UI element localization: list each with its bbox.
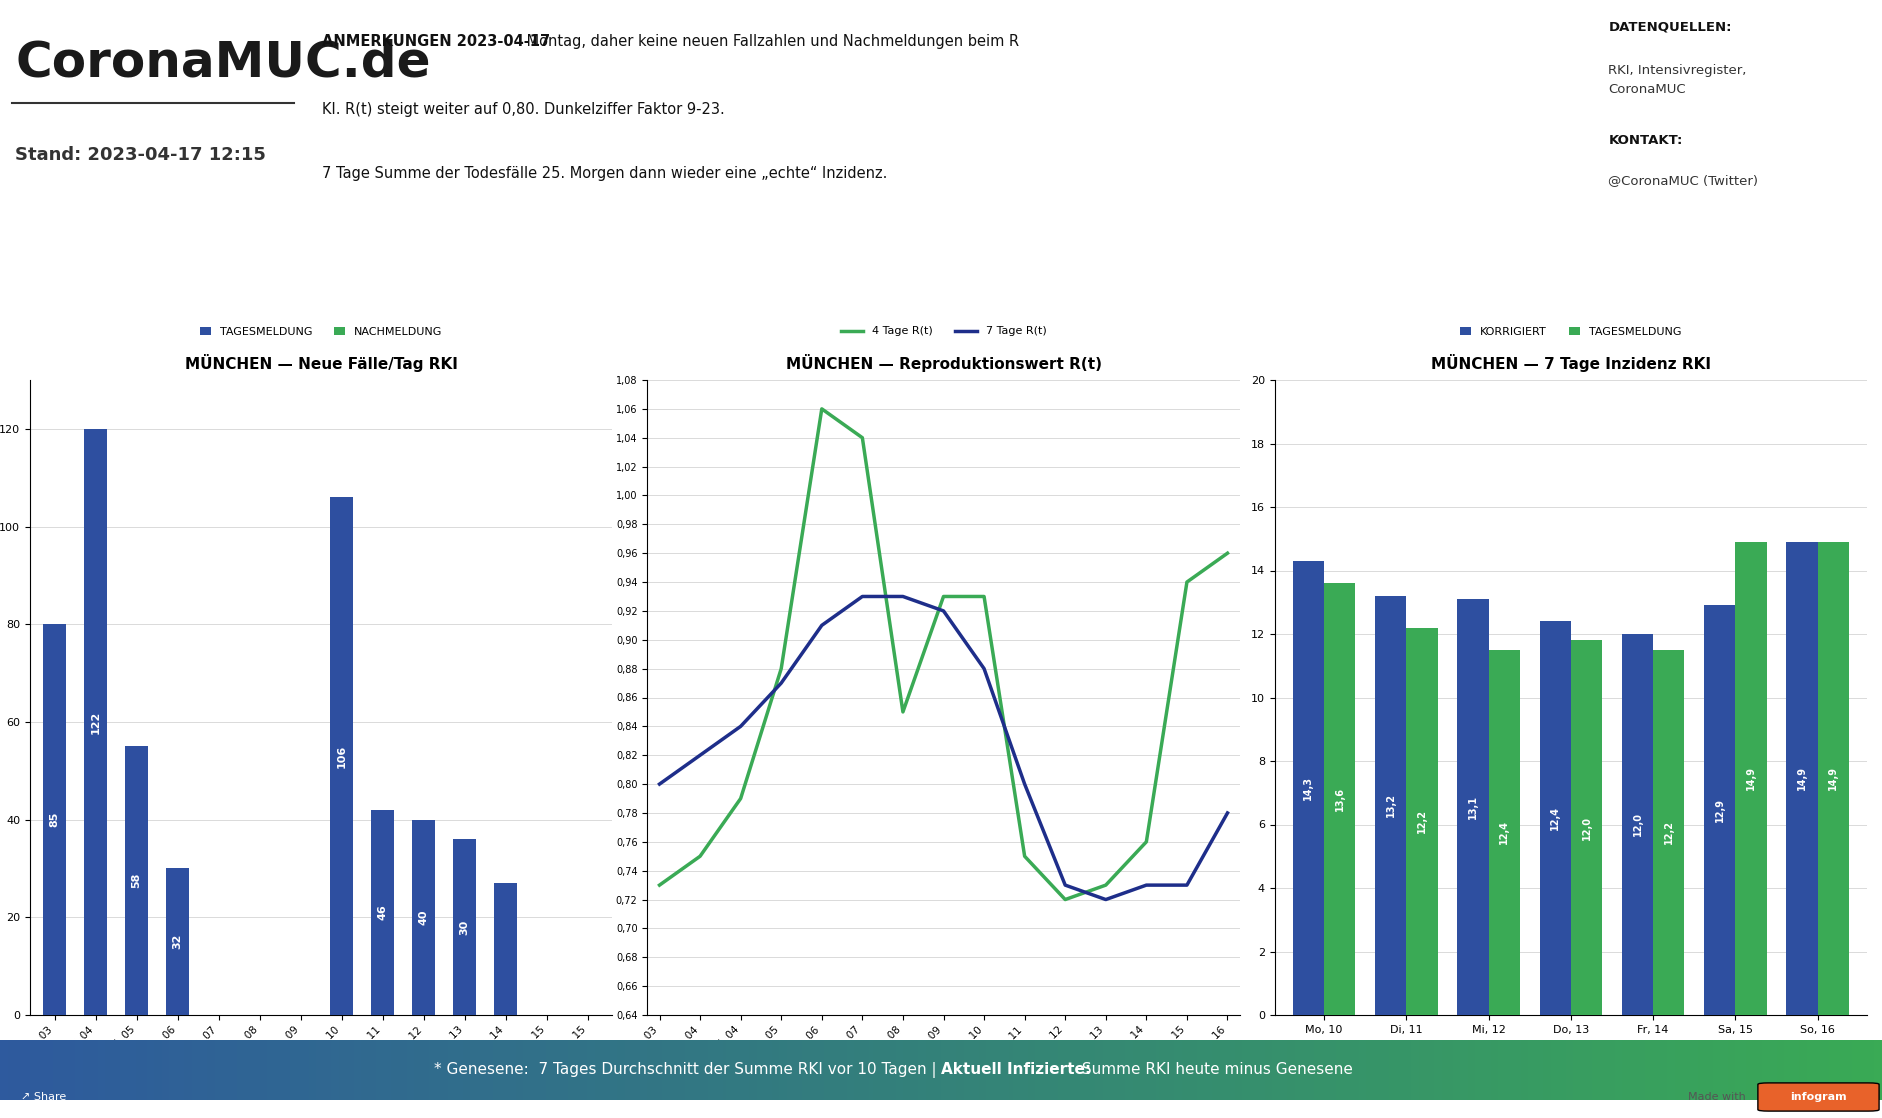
Text: 14,9: 14,9 (1677, 252, 1773, 290)
Text: DUNKELZIFFER FAKTOR: DUNKELZIFFER FAKTOR (1029, 220, 1167, 230)
Text: Täglich: Täglich (1393, 339, 1430, 349)
Text: +/-0: +/-0 (802, 255, 879, 287)
Text: 14,9: 14,9 (1797, 767, 1807, 790)
Text: BESTÄTIGTE FÄLLE: BESTÄTIGTE FÄLLE (104, 220, 211, 230)
Text: * Genesene:  7 Tages Durchschnitt der Summe RKI vor 10 Tagen |: * Genesene: 7 Tages Durchschnitt der Sum… (433, 1062, 941, 1078)
Text: CoronaMUC.de: CoronaMUC.de (15, 39, 431, 87)
Text: 0,80 ▲: 0,80 ▲ (1342, 252, 1481, 290)
Text: 9–23: 9–23 (1048, 252, 1148, 290)
Text: 7 Tage Summe der Todesfälle 25. Morgen dann wieder eine „echte“ Inzidenz.: 7 Tage Summe der Todesfälle 25. Morgen d… (322, 165, 888, 181)
Text: 46: 46 (378, 904, 388, 920)
Text: 122: 122 (90, 710, 100, 733)
Text: 12,9: 12,9 (1715, 798, 1724, 822)
Bar (454, 840, 476, 1015)
Legend: KORRIGIERT, TAGESMELDUNG: KORRIGIERT, TAGESMELDUNG (1455, 322, 1686, 341)
Text: Di–Sa, nicht nach: Di–Sa, nicht nach (1681, 320, 1771, 329)
Text: ANMERKUNGEN 2023-04-17: ANMERKUNGEN 2023-04-17 (322, 34, 551, 49)
Bar (166, 869, 188, 1015)
Text: 12,4: 12,4 (1551, 806, 1560, 831)
Text: DATENQUELLEN:: DATENQUELLEN: (1609, 20, 1731, 34)
Bar (43, 624, 66, 1015)
Bar (1457, 599, 1489, 1015)
Text: INTENSIVBETTENBELEGUNG: INTENSIVBETTENBELEGUNG (702, 220, 866, 230)
Text: 30: 30 (459, 919, 470, 935)
Text: 14,9: 14,9 (1827, 767, 1839, 790)
Text: Summe RKI heute minus Genesene: Summe RKI heute minus Genesene (1077, 1062, 1353, 1078)
FancyBboxPatch shape (1758, 1083, 1878, 1111)
Text: 12,2: 12,2 (1417, 809, 1427, 833)
Text: k.A.: k.A. (427, 252, 514, 290)
Bar (495, 883, 518, 1015)
Text: k.A.: k.A. (113, 252, 199, 290)
Bar (1703, 606, 1735, 1015)
Text: Montag, daher keine neuen Fallzahlen und Nachmeldungen beim R: Montag, daher keine neuen Fallzahlen und… (523, 34, 1020, 49)
Bar (1406, 627, 1438, 1015)
Text: infogram: infogram (1790, 1092, 1846, 1102)
Text: 40: 40 (418, 910, 429, 925)
Legend: 4 Tage R(t), 7 Tage R(t): 4 Tage R(t), 7 Tage R(t) (836, 322, 1050, 341)
Title: MÜNCHEN — 7 Tage Inzidenz RKI: MÜNCHEN — 7 Tage Inzidenz RKI (1430, 354, 1711, 372)
Text: Stand: 2023-04-17 12:15: Stand: 2023-04-17 12:15 (15, 145, 265, 164)
Text: TODESFÄLLE: TODESFÄLLE (433, 220, 508, 230)
Bar (1539, 622, 1571, 1015)
Text: RKI, Intensivregister,
CoronaMUC: RKI, Intensivregister, CoronaMUC (1609, 64, 1746, 96)
Text: Gesamt: 720.586: Gesamt: 720.586 (111, 320, 201, 329)
Text: Aktuell Infizierte:: Aktuell Infizierte: (941, 1062, 1092, 1078)
Bar (1622, 634, 1652, 1015)
Bar (126, 747, 149, 1015)
Bar (1489, 650, 1521, 1015)
Bar (1652, 650, 1684, 1015)
Title: MÜNCHEN — Reproduktionswert R(t): MÜNCHEN — Reproduktionswert R(t) (785, 354, 1101, 372)
Text: 14,9: 14,9 (1746, 767, 1756, 790)
Text: 32: 32 (173, 934, 183, 949)
Text: 14,3: 14,3 (1304, 776, 1314, 800)
Title: MÜNCHEN — Neue Fälle/Tag RKI: MÜNCHEN — Neue Fälle/Tag RKI (184, 354, 457, 372)
Text: 106: 106 (337, 745, 346, 768)
Bar (1735, 542, 1767, 1015)
Text: 12,0: 12,0 (1581, 816, 1592, 840)
Bar (1325, 584, 1355, 1015)
Text: Di–Sa.: Di–Sa. (454, 339, 487, 349)
Text: Täglich: Täglich (766, 342, 802, 351)
Text: ↗ Share: ↗ Share (21, 1092, 66, 1102)
Text: Täglich: Täglich (1080, 339, 1116, 349)
Text: MÜNCHEN: MÜNCHEN (700, 322, 755, 332)
Bar (85, 429, 107, 1015)
Text: Made with: Made with (1688, 1092, 1746, 1102)
Text: KI. R(t) steigt weiter auf 0,80. Dunkelziffer Faktor 9-23.: KI. R(t) steigt weiter auf 0,80. Dunkelz… (322, 102, 725, 117)
Bar (331, 498, 354, 1015)
Text: 12,4: 12,4 (1500, 821, 1509, 844)
Text: REPRODUKTIONSWERT: REPRODUKTIONSWERT (1344, 220, 1479, 230)
Text: Quelle: CoronaMUC: Quelle: CoronaMUC (1361, 320, 1462, 329)
Legend: TAGESMELDUNG, NACHMELDUNG: TAGESMELDUNG, NACHMELDUNG (196, 322, 448, 341)
Text: Gesamt: 2.603: Gesamt: 2.603 (431, 320, 510, 329)
Text: VERÄNDERUNG: VERÄNDERUNG (800, 322, 881, 332)
Text: 13,1: 13,1 (1468, 795, 1477, 819)
Text: 16: 16 (700, 252, 755, 290)
Bar (1786, 542, 1818, 1015)
Bar (1571, 641, 1602, 1015)
Text: 58: 58 (132, 873, 141, 889)
Text: 85: 85 (49, 812, 60, 827)
Text: 12,2: 12,2 (1664, 821, 1673, 844)
Bar (1818, 542, 1848, 1015)
Bar (412, 819, 435, 1015)
Text: Di–Sa.: Di–Sa. (141, 339, 173, 349)
Text: 12,0: 12,0 (1632, 813, 1643, 836)
Text: 13,6: 13,6 (1334, 787, 1344, 811)
Bar (1376, 596, 1406, 1015)
Text: KONTAKT:: KONTAKT: (1609, 134, 1683, 146)
Bar (371, 809, 393, 1015)
Text: @CoronaMUC (Twitter): @CoronaMUC (Twitter) (1609, 174, 1758, 187)
Bar (1293, 561, 1325, 1015)
Text: INZIDENZ RKI: INZIDENZ RKI (1684, 220, 1765, 230)
Text: IFR/KH basiert: IFR/KH basiert (1061, 320, 1135, 329)
Text: Feiertagen: Feiertagen (1698, 339, 1752, 349)
Text: 13,2: 13,2 (1385, 794, 1396, 817)
